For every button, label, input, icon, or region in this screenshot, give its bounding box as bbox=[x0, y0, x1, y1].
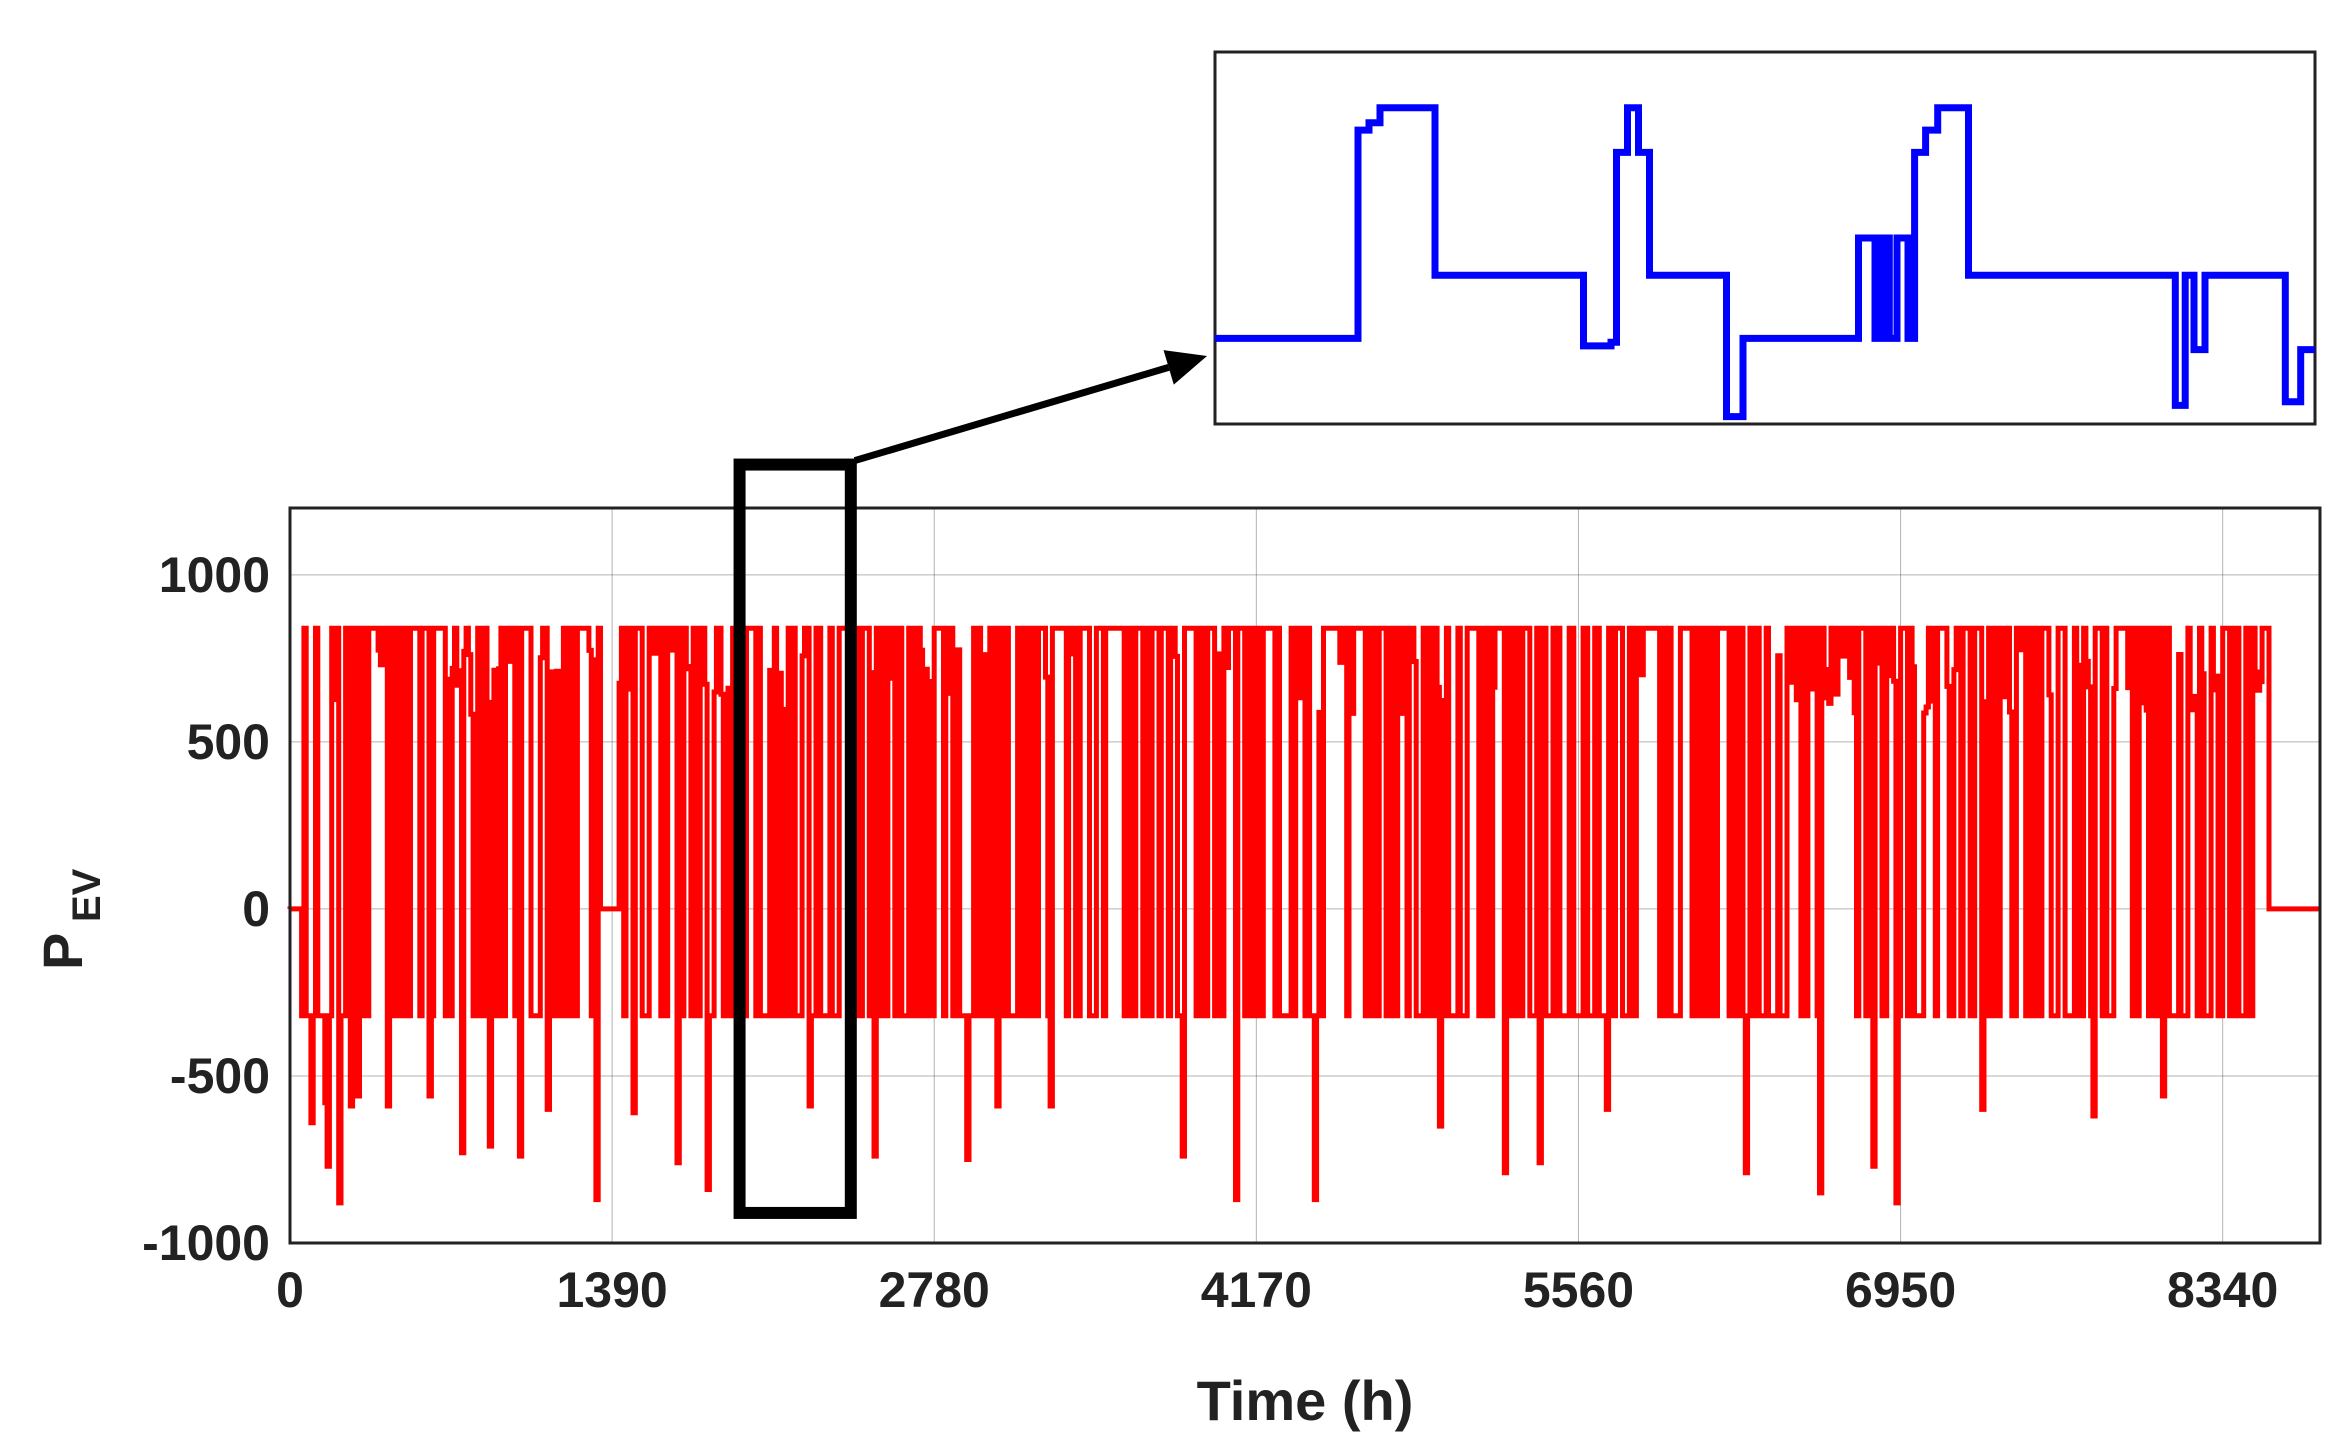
x-tick-labels: 0 1390 2780 4170 5560 6950 8340 bbox=[276, 1262, 2278, 1318]
x-axis-title: Time (h) bbox=[1197, 1369, 1414, 1432]
y-tick-label: 500 bbox=[187, 714, 270, 770]
x-tick-label: 4170 bbox=[1201, 1262, 1312, 1318]
x-tick-label: 8340 bbox=[2167, 1262, 2278, 1318]
y-axis-title: P EV bbox=[31, 868, 109, 970]
x-tick-label: 6950 bbox=[1845, 1262, 1956, 1318]
y-tick-labels: 1000 500 0 -500 -1000 bbox=[142, 547, 270, 1271]
series-line bbox=[287, 625, 2320, 1206]
x-tick-label: 1390 bbox=[556, 1262, 667, 1318]
inset-frame bbox=[1213, 50, 2317, 426]
zoom-arrow bbox=[853, 350, 1207, 464]
inset-series-line bbox=[1215, 104, 2315, 421]
y-tick-label: 0 bbox=[242, 881, 270, 937]
inset-plot bbox=[1213, 50, 2317, 426]
x-tick-label: 2780 bbox=[879, 1262, 990, 1318]
main-plot: 0 1390 2780 4170 5560 6950 8340 1000 500 0 -500 -1… bbox=[142, 506, 2322, 1318]
y-axis-title-main: P bbox=[31, 933, 94, 970]
y-tick-label: -500 bbox=[170, 1048, 270, 1104]
plot-frame bbox=[288, 506, 2322, 1245]
x-tick-label: 5560 bbox=[1523, 1262, 1634, 1318]
pev-series-line bbox=[287, 625, 2320, 1206]
y-tick-label: -1000 bbox=[142, 1215, 270, 1271]
y-axis-title-subscript: EV bbox=[65, 868, 109, 922]
y-tick-label: 1000 bbox=[159, 547, 270, 603]
zoom-highlight-box bbox=[733, 458, 857, 1219]
x-tick-label: 0 bbox=[276, 1262, 304, 1318]
